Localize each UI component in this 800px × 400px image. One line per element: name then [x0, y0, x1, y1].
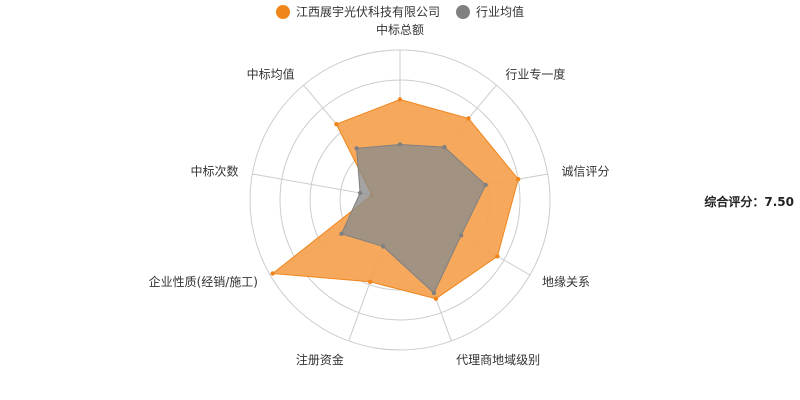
series-1-point-2 — [466, 116, 471, 121]
axis-label-3: 诚信评分 — [562, 165, 610, 179]
series-1-point-5 — [433, 296, 439, 301]
legend-swatch-company — [275, 4, 290, 19]
series-2-point-7 — [339, 231, 344, 236]
axis-label-5: 代理商地域级别 — [456, 352, 540, 367]
axis-label-2: 行业专一度 — [505, 66, 565, 81]
axis-label-8: 中标次数 — [190, 164, 238, 179]
series-1-point-3 — [516, 177, 521, 182]
axis-label-1: 中标总额 — [376, 22, 424, 37]
series-1-point-7 — [270, 271, 275, 276]
series-2-point-2 — [442, 144, 447, 150]
series-2-point-9 — [354, 146, 359, 151]
legend: 江西展宇光伏科技有限公司 行业均值 — [0, 3, 800, 20]
series-2-area — [340, 143, 487, 294]
axis-label-6: 注册资金 — [296, 352, 344, 367]
series-2-point-3 — [483, 182, 488, 188]
legend-swatch-industry-average — [456, 4, 470, 19]
legend-label-industry-average: 行业均值 — [476, 5, 525, 19]
series-2-point-1 — [397, 142, 403, 147]
series-1-point-1 — [397, 97, 403, 102]
series-2-point-5 — [431, 290, 437, 296]
axis-label-9: 中标均值 — [247, 66, 295, 81]
composite-score: 综合评分：7.50 — [704, 195, 794, 209]
axis-label-7: 企业性质(经销/施工) — [149, 274, 258, 289]
series-2-point-4 — [458, 233, 464, 238]
series-1-point-9 — [334, 122, 339, 127]
series-1-point-4 — [495, 254, 500, 259]
series-2-point-8 — [357, 190, 363, 196]
axis-label-4: 地缘关系 — [542, 275, 590, 289]
legend-item-industry-average[interactable]: 行业均值 — [456, 3, 524, 20]
legend-item-company[interactable]: 江西展宇光伏科技有限公司 — [275, 3, 440, 20]
legend-label-company: 江西展宇光伏科技有限公司 — [295, 5, 440, 19]
series-2-point-6 — [380, 244, 386, 249]
series-1-point-6 — [368, 279, 373, 284]
